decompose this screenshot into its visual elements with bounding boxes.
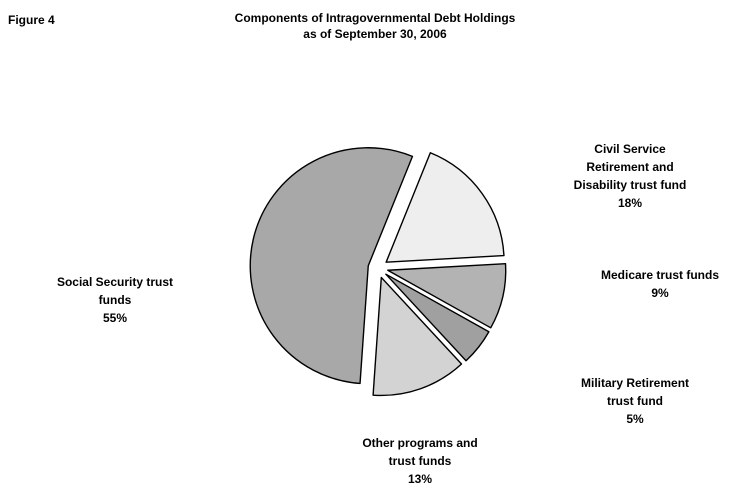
figure-label: Figure 4 bbox=[8, 13, 55, 27]
chart-title: Components of Intragovernmental Debt Hol… bbox=[160, 10, 590, 42]
slice-value-medicare: 9% bbox=[651, 286, 669, 300]
pie-slice-military bbox=[385, 273, 490, 362]
slice-label-social-security-line-2: funds bbox=[98, 293, 132, 307]
slice-label-social-security-line-1: Social Security trust bbox=[56, 275, 174, 289]
slice-label-other: Other programs and trust funds 13% bbox=[335, 434, 505, 488]
slice-value-social-security: 55% bbox=[102, 311, 128, 325]
slice-label-civil-service-line-2: Retirement and bbox=[586, 160, 674, 174]
slice-label-military: Military Retirement trust fund 5% bbox=[555, 374, 715, 428]
pie-slice-civil-service bbox=[385, 152, 505, 263]
pie-slice-medicare bbox=[387, 262, 507, 329]
slice-value-military: 5% bbox=[626, 412, 644, 426]
chart-title-line-1: Components of Intragovernmental Debt Hol… bbox=[234, 11, 516, 25]
slice-label-other-line-1: Other programs and bbox=[362, 436, 478, 450]
slice-label-other-line-2: trust funds bbox=[388, 454, 452, 468]
chart-title-line-2: as of September 30, 2006 bbox=[303, 27, 447, 41]
slice-value-civil-service: 18% bbox=[617, 196, 643, 210]
pie-slice-social-security bbox=[249, 147, 414, 385]
slice-label-medicare-line-1: Medicare trust funds bbox=[600, 268, 720, 282]
slice-label-civil-service-line-1: Civil Service bbox=[594, 142, 666, 156]
slice-label-social-security: Social Security trust funds 55% bbox=[30, 273, 200, 327]
slice-label-civil-service: Civil Service Retirement and Disability … bbox=[550, 140, 710, 212]
slice-label-civil-service-line-3: Disability trust fund bbox=[573, 178, 687, 192]
slice-value-other: 13% bbox=[407, 472, 433, 486]
slice-label-military-line-1: Military Retirement bbox=[580, 376, 690, 390]
slice-label-medicare: Medicare trust funds 9% bbox=[575, 266, 733, 302]
slice-label-military-line-2: trust fund bbox=[607, 394, 663, 408]
pie-slice-other bbox=[372, 276, 463, 397]
